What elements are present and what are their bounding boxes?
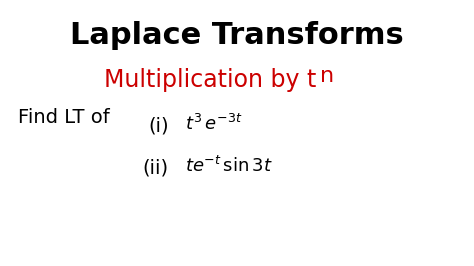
Text: $te^{-t}\,\sin 3t$: $te^{-t}\,\sin 3t$	[185, 156, 273, 176]
Text: n: n	[320, 66, 334, 86]
Text: Laplace Transforms: Laplace Transforms	[70, 21, 404, 50]
Text: (i): (i)	[148, 116, 169, 135]
Text: (ii): (ii)	[142, 158, 168, 177]
Text: Find LT of: Find LT of	[18, 108, 110, 127]
Text: Multiplication by t: Multiplication by t	[104, 68, 316, 92]
Text: $t^{3}\, e^{-3t}$: $t^{3}\, e^{-3t}$	[185, 114, 243, 134]
